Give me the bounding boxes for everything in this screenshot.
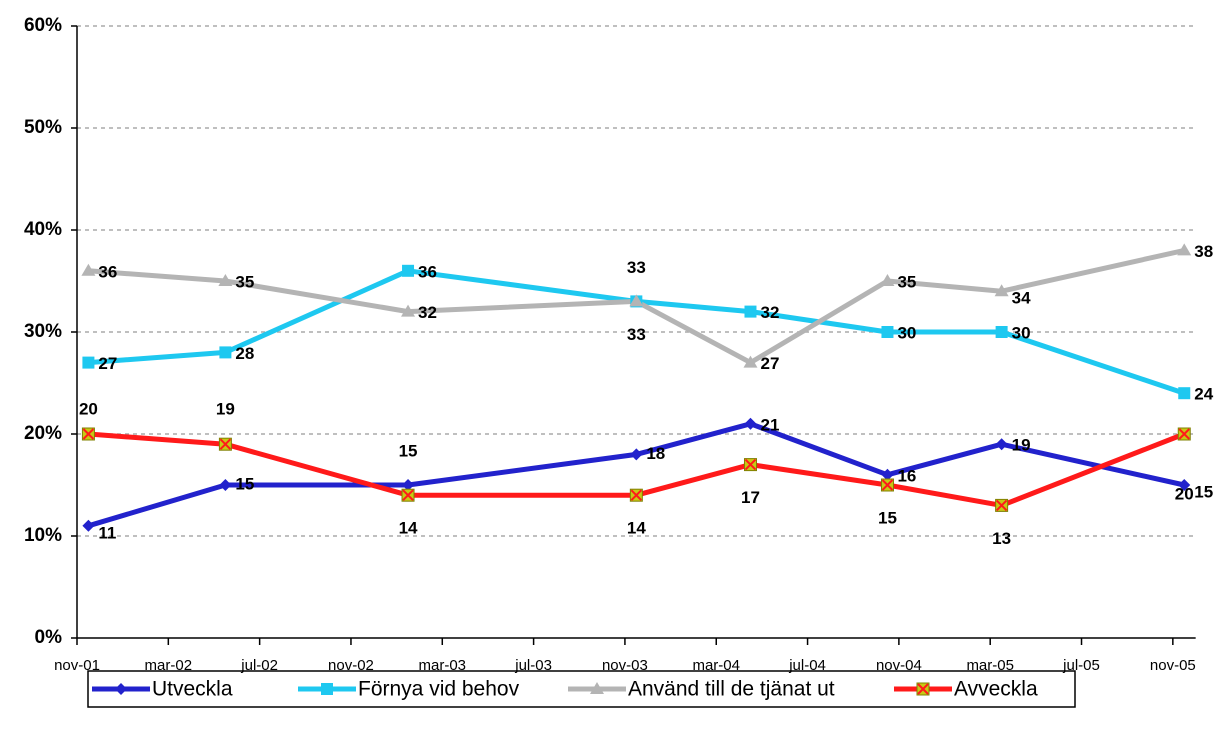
marker xyxy=(743,458,757,472)
data-label: 15 xyxy=(878,508,897,527)
y-tick-label: 30% xyxy=(24,321,62,342)
marker xyxy=(1178,479,1191,491)
marker xyxy=(880,478,894,492)
data-label: 33 xyxy=(627,325,646,344)
y-tick-label: 50% xyxy=(24,117,62,138)
data-label: 38 xyxy=(1194,242,1213,261)
marker xyxy=(402,479,415,491)
y-tick-label: 0% xyxy=(35,627,63,648)
marker xyxy=(994,284,1009,297)
data-label: 11 xyxy=(98,523,116,542)
marker xyxy=(81,427,95,441)
x-tick-label: nov-03 xyxy=(602,657,648,674)
data-label: 19 xyxy=(1012,436,1031,455)
marker xyxy=(995,498,1009,512)
marker xyxy=(629,488,643,502)
legend-label: Avveckla xyxy=(954,678,1038,701)
legend-marker xyxy=(115,683,127,695)
legend-marker xyxy=(590,682,604,694)
data-label: 35 xyxy=(235,272,254,291)
legend-label: Utveckla xyxy=(152,678,233,701)
series-line xyxy=(88,268,1186,396)
data-label: 35 xyxy=(897,272,916,291)
data-label: 32 xyxy=(760,303,779,322)
data-label: 34 xyxy=(1012,289,1031,308)
x-tick-label: jul-03 xyxy=(514,657,552,674)
marker xyxy=(1177,427,1191,441)
data-label: 17 xyxy=(741,488,760,507)
y-tick-label: 40% xyxy=(24,219,62,240)
data-label: 30 xyxy=(1012,323,1031,342)
marker xyxy=(995,438,1008,451)
data-label: 18 xyxy=(646,444,665,463)
data-label: 20 xyxy=(79,399,98,418)
data-label: 19 xyxy=(216,400,235,419)
data-label: 32 xyxy=(418,303,437,322)
y-tick-label: 10% xyxy=(24,525,62,546)
marker xyxy=(401,304,416,317)
legend-marker xyxy=(916,682,930,696)
data-label: 24 xyxy=(1194,385,1213,404)
series-line xyxy=(87,421,1185,529)
data-label: 28 xyxy=(235,344,254,363)
legend-label: Använd till de tjänat ut xyxy=(628,678,835,701)
x-tick-label: mar-02 xyxy=(145,657,193,674)
y-tick-label: 20% xyxy=(24,423,62,444)
marker xyxy=(401,488,415,502)
x-tick-label: jul-04 xyxy=(788,657,826,674)
y-tick-label: 60% xyxy=(24,15,62,36)
data-label: 16 xyxy=(897,466,916,485)
data-label: 27 xyxy=(760,354,779,373)
data-label: 30 xyxy=(897,323,916,342)
marker xyxy=(218,274,233,286)
marker xyxy=(82,356,95,369)
marker xyxy=(744,305,757,318)
x-tick-label: mar-05 xyxy=(966,657,1014,674)
marker xyxy=(219,346,232,359)
x-tick-label: nov-01 xyxy=(54,657,100,674)
x-tick-label: nov-02 xyxy=(328,657,374,674)
marker xyxy=(218,437,232,451)
marker xyxy=(1178,387,1191,400)
legend-label: Förnya vid behov xyxy=(358,678,520,701)
legend-marker xyxy=(321,683,333,695)
marker xyxy=(629,294,644,307)
marker xyxy=(82,519,95,532)
data-label: 15 xyxy=(1194,482,1213,501)
series-line xyxy=(88,247,1185,366)
marker xyxy=(995,326,1008,338)
marker xyxy=(880,274,895,286)
x-tick-label: nov-05 xyxy=(1150,657,1196,674)
x-tick-label: mar-04 xyxy=(692,657,740,674)
series-line xyxy=(88,431,1186,508)
x-tick-label: mar-03 xyxy=(419,657,467,674)
x-tick-label: jul-05 xyxy=(1062,657,1100,674)
data-label: 14 xyxy=(627,519,646,538)
marker xyxy=(81,263,96,276)
data-label: 27 xyxy=(98,354,117,373)
data-label: 14 xyxy=(399,519,418,538)
marker xyxy=(743,355,758,368)
data-label: 13 xyxy=(992,529,1011,548)
data-label: 21 xyxy=(760,415,779,434)
marker xyxy=(219,479,232,491)
marker xyxy=(881,326,894,338)
data-label: 36 xyxy=(418,262,437,281)
marker xyxy=(881,468,894,481)
x-tick-label: jul-02 xyxy=(240,657,278,674)
data-label: 20 xyxy=(1175,484,1194,503)
data-label: 15 xyxy=(235,474,254,493)
marker xyxy=(630,448,643,461)
x-tick-label: nov-04 xyxy=(876,657,922,674)
data-label: 15 xyxy=(399,441,418,460)
marker xyxy=(1177,243,1192,256)
marker xyxy=(402,264,415,277)
data-label: 33 xyxy=(627,258,646,277)
data-label: 36 xyxy=(98,262,117,281)
marker xyxy=(744,417,757,430)
